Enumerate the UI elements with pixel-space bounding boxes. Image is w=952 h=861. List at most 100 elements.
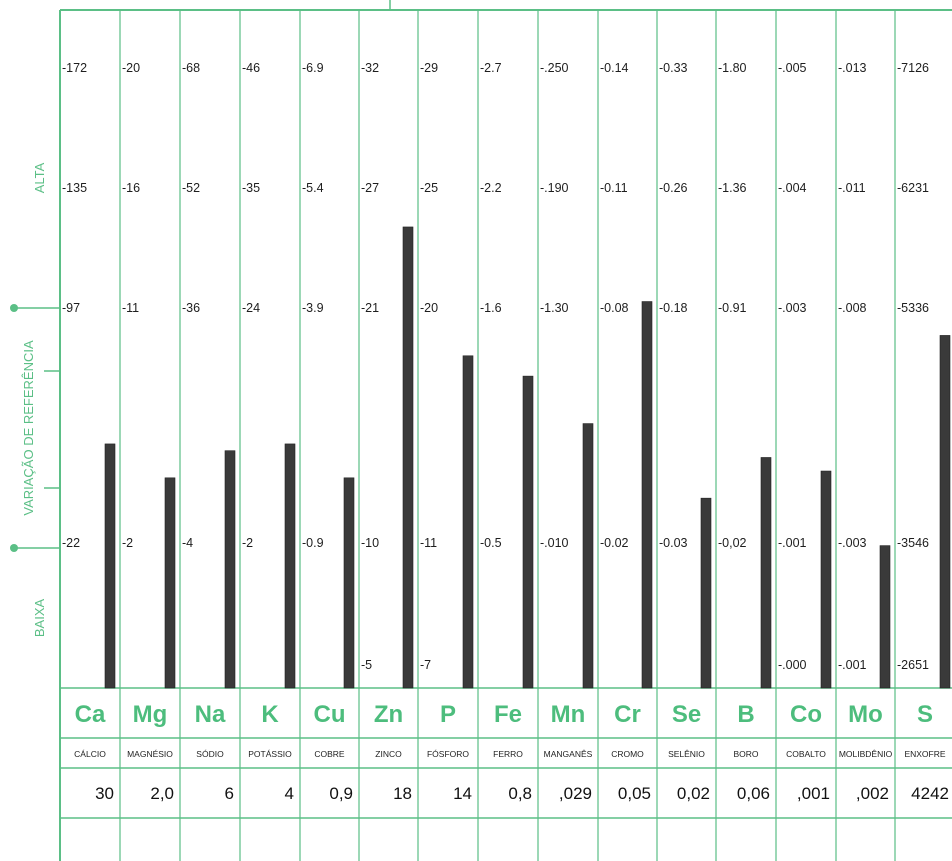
element-symbol: Zn [374,701,403,728]
scale-value-label: -0.18 [659,301,688,315]
scale-value-label: -.250 [540,61,569,75]
bar-cr [641,301,653,689]
scale-value-label: -16 [122,181,140,195]
measured-value: 0,05 [618,784,651,803]
scale-value-label: -1.30 [540,301,569,315]
element-symbol: Ca [75,701,106,728]
scale-value-label: -3.9 [302,301,324,315]
element-name: POTÁSSIO [248,749,292,759]
scale-bottom-label: -7 [420,658,431,672]
bar-mn [582,423,594,689]
scale-value-label: -46 [242,61,260,75]
element-symbol: Mg [133,701,168,728]
scale-value-label: -52 [182,181,200,195]
element-name: FERRO [493,749,523,759]
measured-value: ,002 [856,784,889,803]
scale-value-label: -20 [122,61,140,75]
measured-value: 4 [285,784,294,803]
element-symbol: Se [672,701,701,728]
bar-na [224,450,236,689]
scale-value-label: -10 [361,536,379,550]
scale-value-label: -0.9 [302,536,324,550]
element-name: ZINCO [375,749,402,759]
scale-value-label: -25 [420,181,438,195]
measured-value: 30 [95,784,114,803]
scale-value-label: -.003 [778,301,807,315]
bar-zn [402,226,414,689]
measured-value: 0,9 [329,784,353,803]
measured-value: ,029 [559,784,592,803]
measured-value: 18 [393,784,412,803]
element-name: ENXOFRE [904,749,945,759]
element-labels: Ca CÁLCIO 30 Mg MAGNÉSIO 2,0 Na SÓDIO 6 K POTÁSSIO… [74,701,949,803]
element-symbol: Cr [614,701,641,728]
scale-value-label: -2 [242,536,253,550]
element-name: BORO [733,749,758,759]
bar-mo [879,545,891,689]
scale-value-label: -.005 [778,61,807,75]
scale-value-label: -0.33 [659,61,688,75]
element-name: CROMO [611,749,644,759]
chart-grid [14,0,952,861]
side-label-reference: VARIAÇÃO DE REFERÊNCIA [21,340,36,516]
scale-value-label: -172 [62,61,87,75]
measured-value: 6 [225,784,234,803]
bar-p [462,355,474,689]
bar-cu [343,477,355,689]
element-symbol: Mo [848,701,883,728]
element-name: CÁLCIO [74,749,106,759]
bar-se [700,497,712,689]
scale-value-label: -11 [420,536,437,550]
scale-value-label: -21 [361,301,379,315]
element-symbol: Mn [551,701,586,728]
bar-s [939,335,951,689]
scale-value-label: -6.9 [302,61,324,75]
scale-value-label: -.013 [838,61,867,75]
scale-value-label: -6231 [897,181,929,195]
scale-bottom-label: -.000 [778,658,807,672]
scale-value-label: -.003 [838,536,867,550]
element-symbol: B [737,701,754,728]
scale-value-label: -24 [242,301,260,315]
scale-values: -172 -20 -68 -46 -6.9 -32 -29 -2.7 -.250 -0.14 -0.… [62,61,929,672]
scale-value-label: -2 [122,536,133,550]
scale-value-label: -20 [420,301,438,315]
scale-value-label: -3546 [897,536,929,550]
scale-value-label: -.008 [838,301,867,315]
scale-value-label: -22 [62,536,80,550]
scale-value-label: -.004 [778,181,807,195]
scale-value-label: -97 [62,301,80,315]
bar-mg [164,477,176,689]
element-name: FÓSFORO [427,749,469,759]
measured-value: 0,06 [737,784,770,803]
scale-value-label: -68 [182,61,200,75]
scale-value-label: -0.03 [659,536,688,550]
scale-value-label: -.010 [540,536,569,550]
scale-value-label: -1.36 [718,181,747,195]
scale-value-label: -135 [62,181,87,195]
element-symbol: Co [790,701,822,728]
measured-value: 0,02 [677,784,710,803]
reference-upper-dot [10,304,18,312]
element-symbol: Cu [314,701,346,728]
element-name: SÓDIO [196,749,224,759]
measured-value: 14 [453,784,472,803]
scale-value-label: -2.7 [480,61,502,75]
element-name: COBRE [314,749,345,759]
scale-value-label: -.190 [540,181,569,195]
reference-lower-dot [10,544,18,552]
measured-value: 4242 [911,784,949,803]
scale-value-label: -27 [361,181,379,195]
scale-value-label: -0.91 [718,301,747,315]
measured-value: ,001 [797,784,830,803]
scale-value-label: -0.08 [600,301,629,315]
element-symbol: Na [195,701,226,728]
scale-value-label: -0.11 [600,181,628,195]
level-bars [104,226,951,689]
bar-ca [104,443,116,689]
scale-value-label: -0.5 [480,536,502,550]
scale-bottom-label: -.001 [838,658,867,672]
scale-value-label: -29 [420,61,438,75]
element-symbol: S [917,701,933,728]
